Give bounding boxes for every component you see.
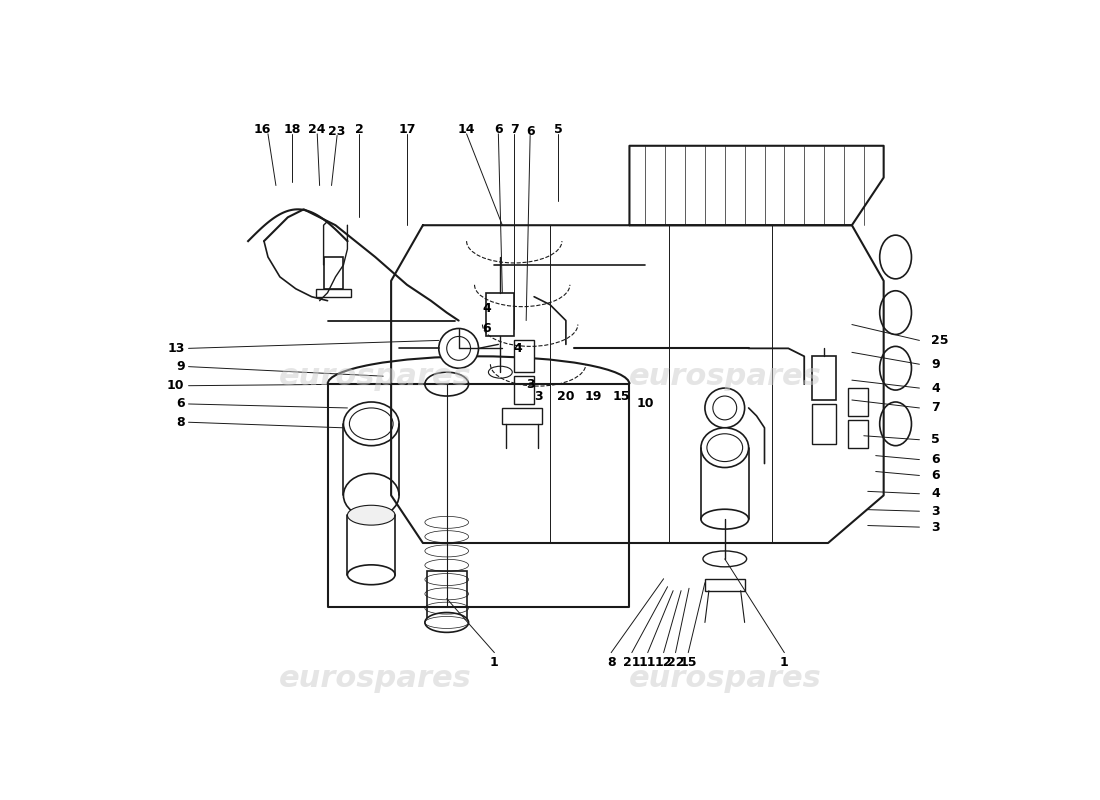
Text: 5: 5	[932, 434, 940, 446]
Text: 23: 23	[329, 125, 345, 138]
Bar	[316, 289, 351, 297]
Text: 6: 6	[932, 453, 940, 466]
Circle shape	[439, 329, 478, 368]
Ellipse shape	[488, 366, 513, 378]
Text: 14: 14	[458, 123, 475, 136]
Circle shape	[447, 337, 471, 360]
Bar	[515, 341, 535, 372]
Text: 24: 24	[308, 123, 326, 136]
Text: 9: 9	[176, 360, 185, 373]
Ellipse shape	[701, 510, 749, 529]
Circle shape	[705, 388, 745, 428]
Text: 2: 2	[355, 123, 364, 136]
Bar	[427, 571, 466, 622]
Text: 6: 6	[176, 398, 185, 410]
Ellipse shape	[343, 402, 399, 446]
Ellipse shape	[880, 346, 912, 390]
Text: 6: 6	[494, 123, 503, 136]
Text: 13: 13	[167, 342, 185, 355]
Bar	[812, 404, 836, 444]
Text: 7: 7	[510, 123, 518, 136]
Text: 22: 22	[667, 656, 684, 669]
Circle shape	[713, 396, 737, 420]
Ellipse shape	[880, 290, 912, 334]
Text: 18: 18	[283, 123, 300, 136]
Text: 16: 16	[254, 123, 271, 136]
Bar	[503, 408, 542, 424]
Text: 3: 3	[534, 390, 542, 402]
Text: 17: 17	[398, 123, 416, 136]
Ellipse shape	[348, 565, 395, 585]
Text: 3: 3	[932, 521, 940, 534]
Text: 11: 11	[639, 656, 657, 669]
Text: 6: 6	[932, 469, 940, 482]
Ellipse shape	[350, 408, 393, 440]
Bar	[323, 257, 343, 289]
Text: 6: 6	[526, 125, 535, 138]
Ellipse shape	[701, 428, 749, 467]
Text: 12: 12	[654, 656, 672, 669]
Text: 8: 8	[607, 656, 616, 669]
Text: 4: 4	[514, 342, 522, 355]
Text: 4: 4	[932, 487, 940, 500]
Bar	[812, 356, 836, 400]
Text: 7: 7	[932, 402, 940, 414]
Text: eurospares: eurospares	[628, 663, 822, 693]
Ellipse shape	[707, 434, 743, 462]
Ellipse shape	[348, 506, 395, 525]
Text: 4: 4	[482, 302, 491, 315]
Text: 10: 10	[167, 379, 185, 392]
Text: 21: 21	[623, 656, 640, 669]
Text: 15: 15	[680, 656, 697, 669]
Bar	[515, 376, 535, 404]
Text: 15: 15	[613, 390, 630, 402]
Ellipse shape	[880, 402, 912, 446]
Text: eurospares: eurospares	[278, 663, 472, 693]
Text: 9: 9	[932, 358, 940, 370]
Bar	[848, 388, 868, 416]
Text: eurospares: eurospares	[278, 362, 472, 390]
Text: 25: 25	[932, 334, 949, 347]
Ellipse shape	[425, 613, 469, 632]
Text: 20: 20	[557, 390, 574, 402]
Bar	[848, 420, 868, 448]
Text: 10: 10	[637, 398, 654, 410]
Ellipse shape	[703, 551, 747, 567]
Text: 3: 3	[932, 505, 940, 518]
Text: 6: 6	[482, 322, 491, 335]
Text: 1: 1	[780, 656, 789, 669]
Bar	[486, 293, 515, 337]
Text: eurospares: eurospares	[628, 362, 822, 390]
Text: 1: 1	[490, 656, 498, 669]
Text: 3: 3	[526, 378, 535, 390]
Text: 19: 19	[585, 390, 603, 402]
Text: 5: 5	[553, 123, 562, 136]
Text: 4: 4	[932, 382, 940, 394]
Ellipse shape	[343, 474, 399, 517]
Ellipse shape	[880, 235, 912, 279]
Text: 8: 8	[176, 416, 185, 429]
Bar	[705, 578, 745, 590]
Ellipse shape	[425, 372, 469, 396]
